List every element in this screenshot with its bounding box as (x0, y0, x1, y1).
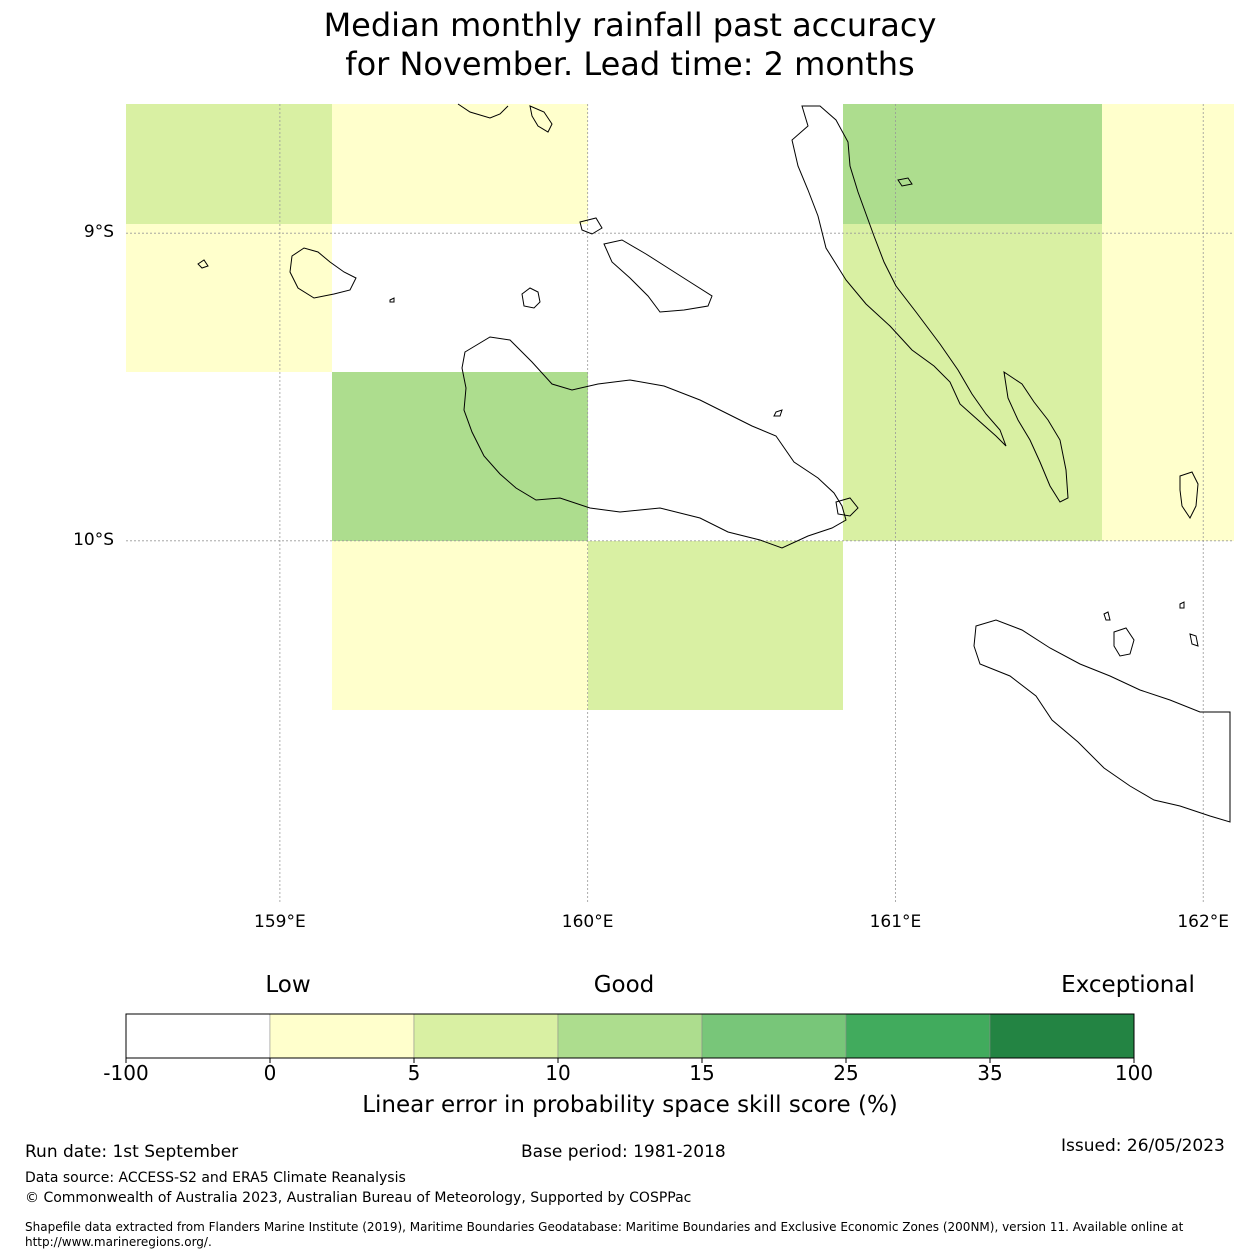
colorbar-border (125, 1013, 1135, 1059)
category-label-good: Good (593, 972, 655, 998)
colorbar-bin-5 (845, 1013, 991, 1059)
colorbar-tick-label-4: 15 (689, 1061, 715, 1085)
run-date: Run date: 1st September (25, 1142, 239, 1162)
skill-cell-5 (843, 224, 1102, 541)
skill-cell-1 (332, 104, 588, 224)
colorbar-bin-6 (989, 1013, 1135, 1059)
colorbar-tick-label-7: 100 (1114, 1061, 1154, 1085)
colorbar-bin-3 (557, 1013, 703, 1059)
skill-cell-0 (126, 104, 332, 224)
coastline-west-islet (197, 259, 209, 269)
colorbar-tick-label-2: 5 (407, 1061, 421, 1085)
colorbar-bin-0 (125, 1013, 271, 1059)
skill-cell-8 (588, 541, 843, 710)
shapefile-credit: Shapefile data extracted from Flanders M… (25, 1220, 1184, 1249)
lat-label-1: 10°S (73, 529, 114, 550)
colorbar-bin-4 (701, 1013, 847, 1059)
colorbar-tick-label-0: -100 (103, 1061, 149, 1085)
coastline-small-islet-4 (773, 409, 783, 417)
coastline-nggela-islet (579, 217, 603, 235)
coastline-north-islet (529, 105, 553, 133)
skill-cells-layer (126, 104, 1234, 710)
issued-date: Issued: 26/05/2023 (1061, 1136, 1225, 1156)
colorbar-tick-label-6: 35 (977, 1061, 1003, 1085)
chart-title-line2: for November. Lead time: 2 months (345, 45, 915, 83)
lon-label-3: 162°E (1177, 912, 1230, 932)
coastline-small-islet-3 (1189, 633, 1199, 647)
copyright: © Commonwealth of Australia 2023, Austra… (25, 1190, 692, 1206)
coastline-russell-islands (289, 247, 357, 299)
coastline-ulawa (1113, 627, 1135, 657)
colorbar-tick-label-3: 10 (545, 1061, 571, 1085)
lat-label-0: 9°S (83, 222, 114, 243)
colorbar (125, 1013, 1135, 1063)
graticule-layer (126, 104, 1234, 903)
colorbar-bin-2 (413, 1013, 559, 1059)
coastline-small-islet-6 (897, 177, 913, 187)
coastline-layer (197, 103, 1231, 823)
chart-title-line1: Median monthly rainfall past accuracy (323, 6, 937, 44)
skill-cell-2 (843, 104, 1102, 224)
colorbar-tick-label-5: 25 (833, 1061, 859, 1085)
coastline-east-islet (1179, 471, 1199, 519)
skill-cell-4 (126, 224, 332, 372)
lon-label-1: 160°E (561, 912, 614, 932)
lon-label-0: 159°E (254, 912, 306, 932)
skill-cell-7 (332, 541, 588, 710)
coastline-malaita (791, 105, 1007, 447)
skill-cell-6 (332, 372, 588, 541)
base-period: Base period: 1981-2018 (521, 1142, 726, 1162)
skill-cell-3 (1102, 104, 1234, 541)
colorbar-tick-label-1: 0 (263, 1061, 277, 1085)
coastline-savo (521, 287, 541, 309)
coastline-small-islet-1 (1103, 611, 1111, 621)
colorbar-bin-1 (269, 1013, 415, 1059)
data-source: Data source: ACCESS-S2 and ERA5 Climate … (25, 1170, 406, 1186)
coastline-small-islet-5 (389, 297, 395, 303)
coastline-new-georgia-tip (457, 103, 509, 119)
coastline-guadalcanal (461, 336, 847, 549)
category-label-low: Low (265, 972, 311, 998)
colorbar-title: Linear error in probability space skill … (362, 1092, 898, 1118)
coastline-mbokonimbeti (835, 497, 859, 517)
lon-label-2: 161°E (869, 912, 922, 932)
coastline-malaita-south (1003, 370, 1069, 503)
coastline-small-islet-2 (1179, 601, 1185, 609)
category-label-exceptional: Exceptional (1061, 972, 1195, 998)
coastline-makira (973, 619, 1231, 823)
coastline-florida-islands (603, 239, 713, 313)
